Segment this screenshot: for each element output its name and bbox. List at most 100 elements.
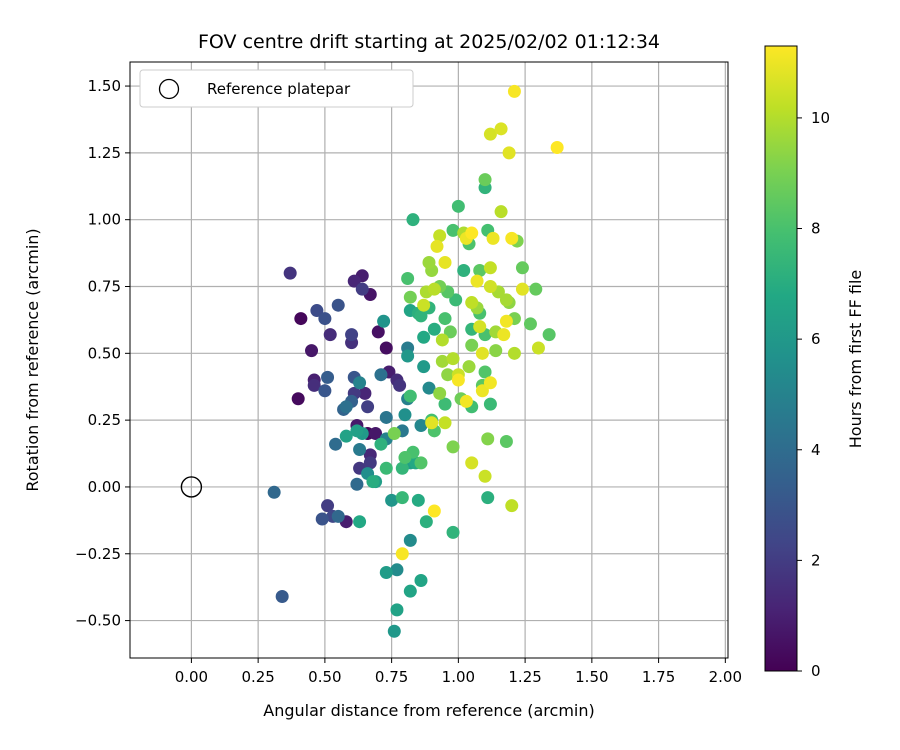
data-point [350,424,364,438]
data-point [347,274,361,288]
colorbar-tick-label: 4 [811,441,821,459]
data-point [481,491,495,505]
data-point [550,141,564,155]
data-point [478,365,492,379]
data-point [414,573,428,587]
data-point [457,263,471,277]
data-point [417,360,431,374]
x-tick-label: 2.00 [709,668,742,686]
data-point [494,205,508,219]
data-point [403,533,417,547]
data-point [379,461,393,475]
y-tick-label: −0.25 [75,545,121,563]
x-tick-label: 0.75 [375,668,408,686]
data-point [435,354,449,368]
data-point [486,231,500,245]
y-axis-label: Rotation from reference (arcmin) [23,228,42,491]
data-point [465,226,479,240]
data-point [515,282,529,296]
data-point [318,384,332,398]
data-point [403,389,417,403]
data-point [390,603,404,617]
y-tick-label: 1.50 [88,77,121,95]
colorbar-tick-label: 10 [811,109,830,127]
data-point [427,322,441,336]
data-point [379,410,393,424]
data-point [465,338,479,352]
data-point [451,199,465,213]
data-point [419,515,433,529]
y-tick-label: 0.25 [88,411,121,429]
data-point [483,261,497,275]
data-point [422,381,436,395]
data-point [462,360,476,374]
data-point [505,499,519,513]
colorbar-label: Hours from first FF file [846,270,865,449]
data-point [507,346,521,360]
data-point [446,223,460,237]
data-point [350,477,364,491]
data-point [494,122,508,136]
data-point [430,239,444,253]
data-point [427,282,441,296]
data-point [315,512,329,526]
colorbar-tick-label: 8 [811,220,821,238]
y-tick-label: 0.00 [88,478,121,496]
data-point [523,317,537,331]
data-point [323,328,337,342]
colorbar-tick-label: 0 [811,662,821,680]
data-point [361,400,375,414]
data-point [398,408,412,422]
data-point [379,565,393,579]
data-point [433,386,447,400]
colorbar-gradient [764,45,798,672]
data-point [438,397,452,411]
data-point [417,330,431,344]
data-point [478,173,492,187]
data-point [305,344,319,358]
data-point [427,504,441,518]
data-point [294,312,308,326]
data-point [529,282,543,296]
data-point [283,266,297,280]
data-point [374,437,388,451]
legend: Reference platepar [139,69,414,108]
data-point [406,213,420,227]
reference-platepar-marker [180,476,203,498]
colorbar-tick-label: 6 [811,330,821,348]
grid-lines [130,62,728,658]
data-point [446,525,460,539]
data-point [438,312,452,326]
data-point [385,493,399,507]
data-point [499,293,513,307]
data-point [422,255,436,269]
data-point [483,376,497,390]
data-point [433,229,447,243]
data-point [478,469,492,483]
data-point [398,451,412,465]
data-point [355,282,369,296]
data-point [403,290,417,304]
x-tick-label: 0.00 [175,668,208,686]
y-tick-label: 0.75 [88,278,121,296]
x-axis-label: Angular distance from reference (arcmin) [263,701,594,720]
data-point [307,378,321,392]
data-point [353,376,367,390]
data-point [358,386,372,400]
data-point [483,280,497,294]
data-point [481,432,495,446]
y-tick-label: 1.00 [88,211,121,229]
data-point [345,328,359,342]
data-point [275,590,289,604]
colorbar-ticks: 0 2 4 6 8 10 [797,109,830,680]
legend-marker-icon [158,78,180,100]
data-point [475,384,489,398]
data-point [310,304,324,318]
data-point [411,493,425,507]
data-point [473,320,487,334]
data-point [489,344,503,358]
data-point [379,341,393,355]
data-point [505,231,519,245]
data-point [497,328,511,342]
data-point [435,333,449,347]
